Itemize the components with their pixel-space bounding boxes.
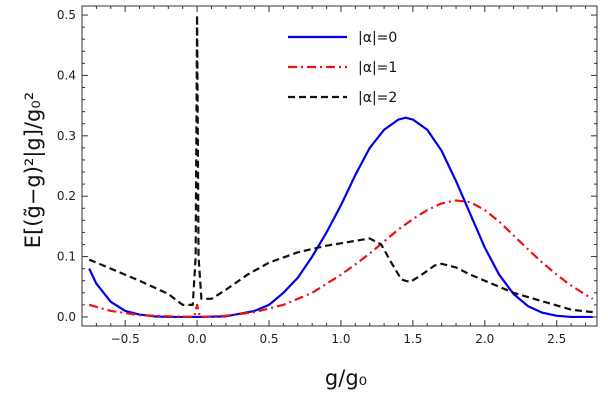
y-tick-label: 0.2 <box>57 189 76 203</box>
x-tick-label: 2.5 <box>547 332 566 346</box>
y-tick-label: 0.3 <box>57 129 76 143</box>
plot-border <box>81 5 598 327</box>
axis-ticks: −0.5 0.0 0.5 1.0 1.5 2.0 2.5 0.0 0.1 0.2 0.3 0.4 0.5 <box>57 6 597 346</box>
x-tick-label: 0.5 <box>259 332 278 346</box>
legend-label-0: |α|=0 <box>358 30 397 46</box>
series-lines <box>88 13 594 319</box>
y-tick-label: 0.4 <box>57 68 76 82</box>
y-axis-label: E[(g̃−g)²|g]/g₀² <box>21 92 46 248</box>
series-line-0 <box>88 116 593 319</box>
y-tick-label: 0.0 <box>57 310 76 324</box>
y-tick-label: 0.5 <box>57 8 76 22</box>
legend-label-2: |α|=2 <box>358 90 397 106</box>
series-line-1 <box>88 199 594 319</box>
x-tick-label: 1.5 <box>403 332 422 346</box>
x-tick-label: 0.0 <box>188 332 207 346</box>
y-tick-label: 0.1 <box>57 250 76 264</box>
x-tick-label: 1.0 <box>331 332 350 346</box>
x-tick-label: −0.5 <box>111 332 140 346</box>
series-line-2 <box>88 13 593 314</box>
legend: |α|=0 |α|=1 |α|=2 <box>288 30 397 106</box>
x-axis-label: g/g₀ <box>325 366 367 390</box>
x-tick-label: 2.0 <box>475 332 494 346</box>
legend-label-1: |α|=1 <box>358 60 397 76</box>
plot-frame <box>81 5 598 327</box>
